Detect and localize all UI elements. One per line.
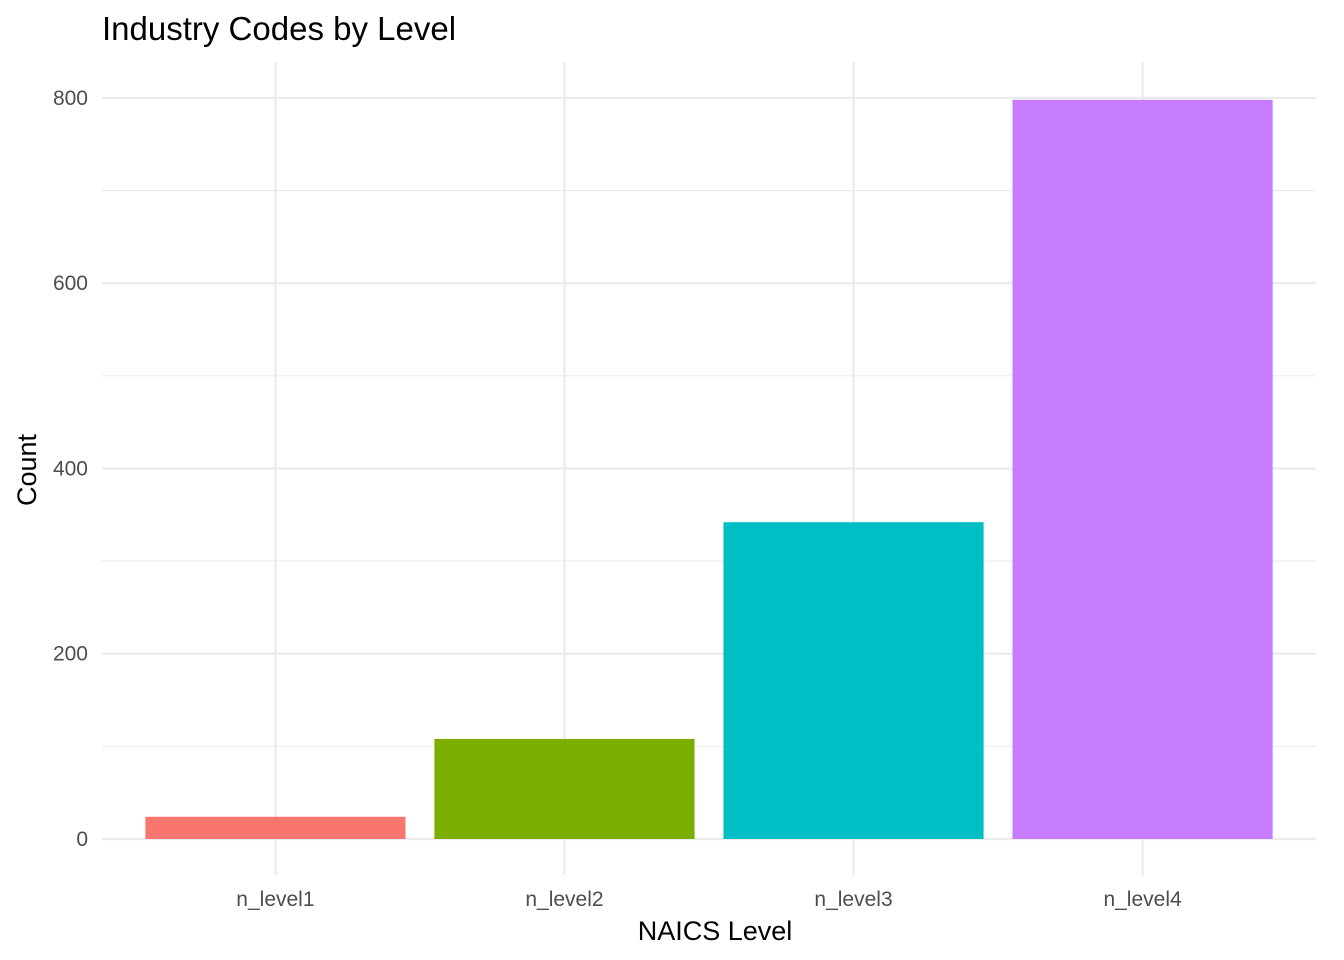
bar-n_level4 <box>1012 99 1273 839</box>
x-axis-title: NAICS Level <box>638 916 793 946</box>
bars <box>145 99 1273 839</box>
y-tick-label: 400 <box>53 457 88 480</box>
x-tick-label: n_level3 <box>814 888 892 911</box>
y-axis-ticks: 0 200 400 600 800 <box>53 87 88 851</box>
chart-title: Industry Codes by Level <box>102 10 456 47</box>
x-tick-label: n_level1 <box>236 888 314 911</box>
y-axis-title: Count <box>12 433 42 506</box>
x-tick-label: n_level4 <box>1103 888 1182 911</box>
y-tick-label: 0 <box>76 828 88 851</box>
x-axis-ticks: n_level1 n_level2 n_level3 n_level4 <box>236 888 1182 911</box>
y-tick-label: 200 <box>53 643 88 666</box>
y-tick-label: 600 <box>53 272 88 295</box>
bar-n_level1 <box>145 816 406 839</box>
x-tick-label: n_level2 <box>525 888 603 911</box>
bar-n_level3 <box>723 522 984 839</box>
y-tick-label: 800 <box>53 87 88 110</box>
bar-n_level2 <box>434 738 695 839</box>
